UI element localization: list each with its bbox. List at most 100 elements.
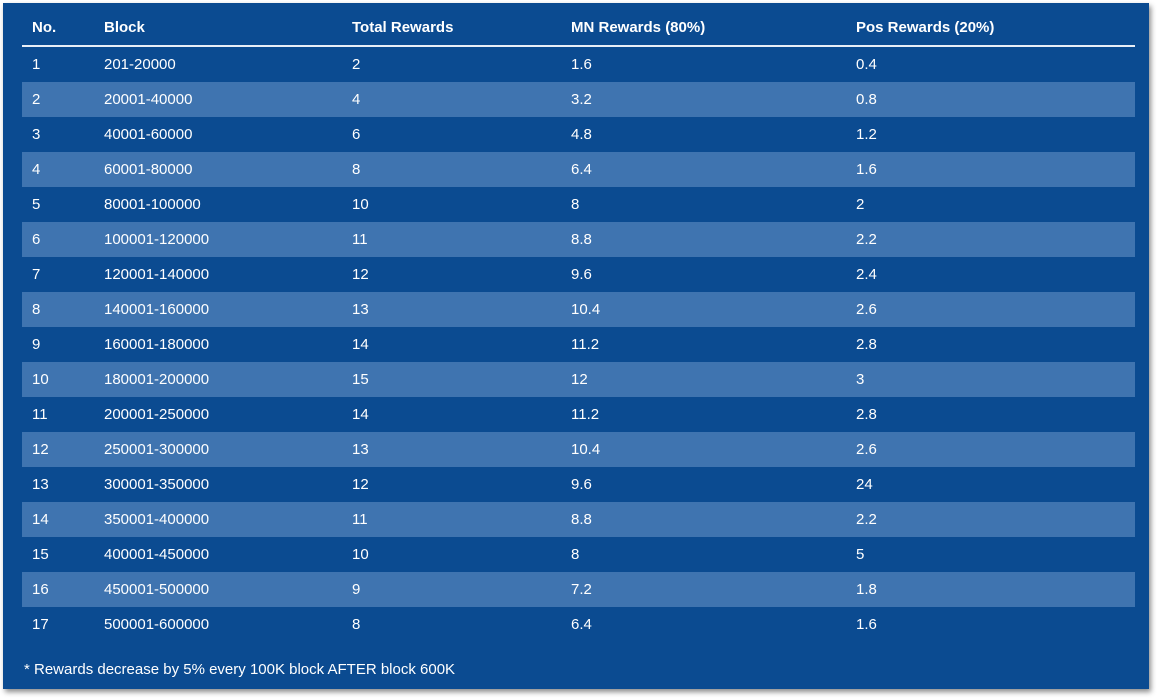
cell-block: 201-20000	[104, 56, 176, 73]
header-block: Block	[104, 19, 145, 36]
header-no: No.	[32, 19, 57, 36]
cell-total-rewards: 13	[352, 301, 369, 318]
header-mn-rewards: MN Rewards (80%)	[571, 19, 706, 36]
cell-pos-rewards: 2.8	[856, 336, 877, 353]
cell-no: 17	[32, 616, 49, 633]
cell-pos-rewards: 0.8	[856, 91, 877, 108]
cell-pos-rewards: 2.6	[856, 301, 877, 318]
table-row: 16 450001-500000 9 7.2 1.8	[22, 572, 1135, 607]
cell-pos-rewards: 24	[856, 476, 873, 493]
table-row: 7 120001-140000 12 9.6 2.4	[22, 257, 1135, 292]
cell-total-rewards: 6	[352, 126, 361, 143]
cell-no: 6	[32, 231, 41, 248]
cell-block: 160001-180000	[104, 336, 210, 353]
cell-pos-rewards: 2	[856, 196, 865, 213]
cell-mn-rewards: 3.2	[571, 91, 592, 108]
cell-mn-rewards: 8	[571, 546, 580, 563]
cell-mn-rewards: 8.8	[571, 231, 592, 248]
cell-pos-rewards: 1.8	[856, 581, 877, 598]
cell-no: 13	[32, 476, 49, 493]
cell-block: 100001-120000	[104, 231, 210, 248]
table-row: 2 20001-40000 4 3.2 0.8	[22, 82, 1135, 117]
cell-block: 300001-350000	[104, 476, 210, 493]
cell-mn-rewards: 8.8	[571, 511, 592, 528]
cell-block: 60001-80000	[104, 161, 193, 178]
cell-total-rewards: 10	[352, 196, 369, 213]
cell-block: 200001-250000	[104, 406, 210, 423]
cell-mn-rewards: 6.4	[571, 161, 592, 178]
cell-no: 9	[32, 336, 41, 353]
cell-block: 450001-500000	[104, 581, 210, 598]
cell-total-rewards: 10	[352, 546, 369, 563]
table-row: 17 500001-600000 8 6.4 1.6	[22, 607, 1135, 642]
table-row: 12 250001-300000 13 10.4 2.6	[22, 432, 1135, 467]
table-row: 6 100001-120000 11 8.8 2.2	[22, 222, 1135, 257]
cell-pos-rewards: 5	[856, 546, 865, 563]
table-row: 10 180001-200000 15 12 3	[22, 362, 1135, 397]
cell-block: 140001-160000	[104, 301, 210, 318]
cell-pos-rewards: 1.6	[856, 616, 877, 633]
table-row: 4 60001-80000 8 6.4 1.6	[22, 152, 1135, 187]
cell-total-rewards: 15	[352, 371, 369, 388]
cell-total-rewards: 4	[352, 91, 361, 108]
header-total-rewards: Total Rewards	[352, 19, 454, 36]
cell-pos-rewards: 2.2	[856, 511, 877, 528]
cell-mn-rewards: 10.4	[571, 441, 601, 458]
cell-total-rewards: 14	[352, 336, 369, 353]
rewards-table: No. Block Total Rewards MN Rewards (80%)…	[22, 13, 1135, 642]
cell-block: 40001-60000	[104, 126, 193, 143]
cell-no: 11	[32, 406, 48, 423]
cell-no: 12	[32, 441, 49, 458]
cell-pos-rewards: 2.6	[856, 441, 877, 458]
table-row: 11 200001-250000 14 11.2 2.8	[22, 397, 1135, 432]
cell-total-rewards: 11	[352, 511, 368, 528]
table-row: 9 160001-180000 14 11.2 2.8	[22, 327, 1135, 362]
header-pos-rewards: Pos Rewards (20%)	[856, 19, 995, 36]
table-row: 14 350001-400000 11 8.8 2.2	[22, 502, 1135, 537]
cell-pos-rewards: 2.4	[856, 266, 877, 283]
rewards-panel: No. Block Total Rewards MN Rewards (80%)…	[3, 3, 1149, 689]
cell-mn-rewards: 8	[571, 196, 580, 213]
cell-no: 7	[32, 266, 41, 283]
cell-total-rewards: 8	[352, 161, 361, 178]
cell-pos-rewards: 1.2	[856, 126, 877, 143]
cell-total-rewards: 9	[352, 581, 361, 598]
footnote: * Rewards decrease by 5% every 100K bloc…	[24, 661, 456, 678]
table-row: 5 80001-100000 10 8 2	[22, 187, 1135, 222]
cell-no: 2	[32, 91, 41, 108]
cell-no: 14	[32, 511, 49, 528]
cell-no: 16	[32, 581, 49, 598]
cell-no: 3	[32, 126, 41, 143]
cell-mn-rewards: 4.8	[571, 126, 592, 143]
cell-block: 120001-140000	[104, 266, 210, 283]
cell-no: 5	[32, 196, 41, 213]
cell-mn-rewards: 6.4	[571, 616, 592, 633]
cell-mn-rewards: 10.4	[571, 301, 601, 318]
cell-total-rewards: 14	[352, 406, 369, 423]
table-header: No. Block Total Rewards MN Rewards (80%)…	[22, 13, 1135, 47]
cell-total-rewards: 2	[352, 56, 361, 73]
cell-pos-rewards: 0.4	[856, 56, 877, 73]
table-row: 15 400001-450000 10 8 5	[22, 537, 1135, 572]
cell-total-rewards: 12	[352, 476, 369, 493]
cell-mn-rewards: 9.6	[571, 266, 592, 283]
cell-mn-rewards: 12	[571, 371, 588, 388]
cell-pos-rewards: 2.2	[856, 231, 877, 248]
cell-mn-rewards: 7.2	[571, 581, 592, 598]
cell-block: 350001-400000	[104, 511, 210, 528]
cell-no: 15	[32, 546, 49, 563]
cell-no: 8	[32, 301, 41, 318]
cell-no: 4	[32, 161, 41, 178]
cell-no: 1	[32, 56, 41, 73]
table-row: 3 40001-60000 6 4.8 1.2	[22, 117, 1135, 152]
cell-pos-rewards: 2.8	[856, 406, 877, 423]
cell-pos-rewards: 3	[856, 371, 865, 388]
cell-block: 180001-200000	[104, 371, 210, 388]
cell-block: 80001-100000	[104, 196, 201, 213]
cell-block: 400001-450000	[104, 546, 210, 563]
cell-total-rewards: 12	[352, 266, 369, 283]
cell-mn-rewards: 1.6	[571, 56, 592, 73]
cell-block: 500001-600000	[104, 616, 210, 633]
cell-total-rewards: 8	[352, 616, 361, 633]
table-row: 8 140001-160000 13 10.4 2.6	[22, 292, 1135, 327]
